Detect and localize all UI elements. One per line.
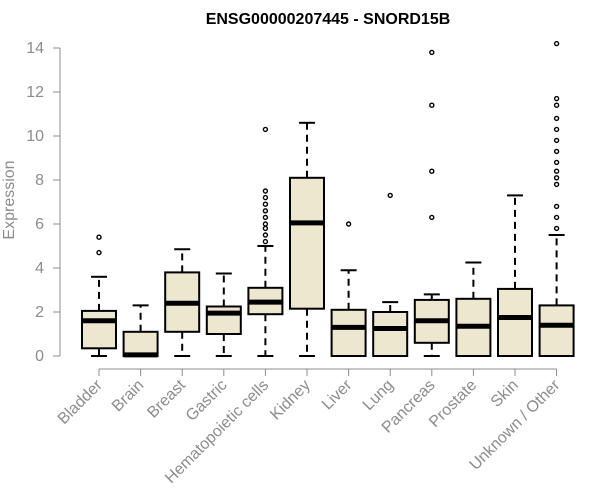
outlier-point xyxy=(262,208,269,214)
outlier-point xyxy=(96,234,102,240)
y-tick-label: 4 xyxy=(35,260,44,277)
outlier-point xyxy=(553,168,560,174)
outlier-point xyxy=(553,126,560,133)
outlier-point xyxy=(553,137,560,144)
box-group xyxy=(164,248,201,357)
outlier-point xyxy=(553,115,560,122)
x-tick-label: Skin xyxy=(488,377,522,411)
outlier-point xyxy=(553,95,560,102)
outlier-point xyxy=(262,238,269,245)
box-group xyxy=(330,221,367,357)
box xyxy=(372,311,409,357)
x-tick-label: Liver xyxy=(319,376,356,413)
outlier-point xyxy=(553,148,560,155)
outlier-point xyxy=(553,159,560,166)
outlier-point xyxy=(429,168,435,174)
box xyxy=(81,309,117,350)
outlier-point xyxy=(262,126,269,133)
outlier-point xyxy=(387,192,393,199)
outlier-point xyxy=(553,175,560,181)
box-group xyxy=(455,261,492,357)
chart-title: ENSG00000207445 - SNORD15B xyxy=(206,11,451,28)
outlier-point xyxy=(429,214,435,221)
box-group xyxy=(538,40,575,357)
box-group xyxy=(122,304,159,358)
plot-area xyxy=(81,40,575,358)
outlier-point xyxy=(553,181,560,188)
x-tick-label: Breast xyxy=(144,376,189,421)
box-group xyxy=(497,194,533,357)
box xyxy=(122,330,159,357)
y-tick-label: 8 xyxy=(35,172,44,189)
x-tick-label: Kidney xyxy=(267,377,314,424)
box xyxy=(289,176,325,310)
x-tick-label: Bladder xyxy=(55,376,106,427)
outlier-point xyxy=(262,232,269,238)
outlier-point xyxy=(262,188,269,194)
outlier-point xyxy=(262,225,269,232)
box-group xyxy=(413,49,450,357)
outlier-point xyxy=(262,201,269,207)
outlier-point xyxy=(262,214,269,221)
outlier-point xyxy=(553,40,560,47)
box-group xyxy=(247,126,284,357)
box-group xyxy=(372,192,409,357)
y-axis-label: Expression xyxy=(1,160,18,239)
y-tick-label: 0 xyxy=(35,348,44,365)
outlier-point xyxy=(553,102,560,108)
box-group xyxy=(205,272,242,357)
outlier-point xyxy=(262,194,269,201)
x-tick-label: Lung xyxy=(360,377,397,414)
y-tick-label: 2 xyxy=(35,304,44,321)
box-group xyxy=(81,234,117,357)
outlier-point xyxy=(262,221,269,227)
box-group xyxy=(289,121,325,357)
box xyxy=(538,304,575,357)
outlier-point xyxy=(553,225,560,232)
box xyxy=(330,308,367,357)
y-tick-label: 6 xyxy=(35,216,44,233)
outlier-point xyxy=(96,249,102,256)
y-tick-label: 14 xyxy=(26,40,44,57)
box xyxy=(497,287,533,357)
outlier-point xyxy=(345,221,352,227)
outlier-point xyxy=(429,49,435,56)
outlier-point xyxy=(429,102,435,108)
y-tick-label: 10 xyxy=(26,128,44,145)
y-axis: 0 2 4 6 8 10 12 14 xyxy=(26,40,61,365)
outlier-point xyxy=(553,214,560,221)
y-tick-label: 12 xyxy=(26,84,44,101)
x-tick-label: Brain xyxy=(109,377,147,415)
outlier-point xyxy=(553,203,560,210)
